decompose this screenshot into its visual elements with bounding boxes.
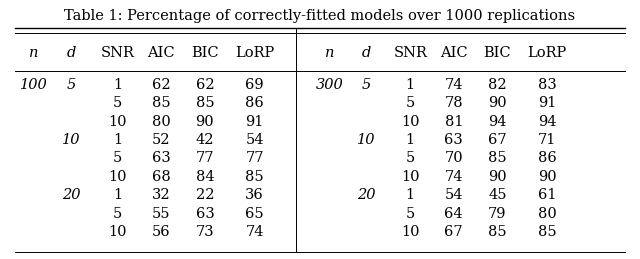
- Text: 81: 81: [445, 114, 463, 128]
- Text: 10: 10: [401, 114, 419, 128]
- Text: SNR: SNR: [393, 46, 427, 60]
- Text: 69: 69: [245, 78, 264, 92]
- Text: 54: 54: [245, 133, 264, 147]
- Text: 74: 74: [245, 225, 264, 239]
- Text: 77: 77: [196, 152, 214, 166]
- Text: BIC: BIC: [191, 46, 219, 60]
- Text: 52: 52: [152, 133, 171, 147]
- Text: 80: 80: [538, 207, 556, 221]
- Text: 86: 86: [245, 96, 264, 110]
- Text: 62: 62: [152, 78, 171, 92]
- Text: 5: 5: [406, 96, 415, 110]
- Text: 65: 65: [245, 207, 264, 221]
- Text: 91: 91: [246, 114, 264, 128]
- Text: SNR: SNR: [101, 46, 135, 60]
- Text: AIC: AIC: [148, 46, 175, 60]
- Text: 22: 22: [196, 188, 214, 202]
- Text: LoRP: LoRP: [527, 46, 566, 60]
- Text: 20: 20: [62, 188, 81, 202]
- Text: BIC: BIC: [483, 46, 511, 60]
- Text: 77: 77: [245, 152, 264, 166]
- Text: n: n: [324, 46, 334, 60]
- Text: 55: 55: [152, 207, 171, 221]
- Text: Table 1: Percentage of correctly-fitted models over 1000 replications: Table 1: Percentage of correctly-fitted …: [65, 9, 575, 23]
- Text: AIC: AIC: [440, 46, 468, 60]
- Text: 63: 63: [444, 133, 463, 147]
- Text: 36: 36: [245, 188, 264, 202]
- Text: 85: 85: [245, 170, 264, 184]
- Text: 90: 90: [488, 96, 507, 110]
- Text: d: d: [362, 46, 371, 60]
- Text: 91: 91: [538, 96, 556, 110]
- Text: 84: 84: [196, 170, 214, 184]
- Text: 86: 86: [538, 152, 556, 166]
- Text: 70: 70: [444, 152, 463, 166]
- Text: 85: 85: [488, 225, 507, 239]
- Text: 85: 85: [488, 152, 507, 166]
- Text: 74: 74: [445, 170, 463, 184]
- Text: 85: 85: [152, 96, 171, 110]
- Text: 80: 80: [152, 114, 171, 128]
- Text: 1: 1: [406, 188, 415, 202]
- Text: 10: 10: [109, 170, 127, 184]
- Text: 85: 85: [538, 225, 556, 239]
- Text: 94: 94: [488, 114, 506, 128]
- Text: 56: 56: [152, 225, 171, 239]
- Text: 63: 63: [152, 152, 171, 166]
- Text: 94: 94: [538, 114, 556, 128]
- Text: 64: 64: [444, 207, 463, 221]
- Text: 5: 5: [113, 207, 122, 221]
- Text: 300: 300: [316, 78, 343, 92]
- Text: 10: 10: [357, 133, 376, 147]
- Text: 10: 10: [109, 114, 127, 128]
- Text: 82: 82: [488, 78, 507, 92]
- Text: LoRP: LoRP: [235, 46, 275, 60]
- Text: 10: 10: [62, 133, 81, 147]
- Text: 85: 85: [196, 96, 214, 110]
- Text: 5: 5: [67, 78, 76, 92]
- Text: 63: 63: [196, 207, 214, 221]
- Text: d: d: [67, 46, 76, 60]
- Text: 68: 68: [152, 170, 171, 184]
- Text: 5: 5: [113, 152, 122, 166]
- Text: n: n: [29, 46, 38, 60]
- Text: 5: 5: [113, 96, 122, 110]
- Text: 74: 74: [445, 78, 463, 92]
- Text: 5: 5: [362, 78, 371, 92]
- Text: 10: 10: [401, 225, 419, 239]
- Text: 42: 42: [196, 133, 214, 147]
- Text: 90: 90: [488, 170, 507, 184]
- Text: 32: 32: [152, 188, 171, 202]
- Text: 73: 73: [196, 225, 214, 239]
- Text: 79: 79: [488, 207, 506, 221]
- Text: 10: 10: [401, 170, 419, 184]
- Text: 45: 45: [488, 188, 506, 202]
- Text: 61: 61: [538, 188, 556, 202]
- Text: 54: 54: [445, 188, 463, 202]
- Text: 90: 90: [538, 170, 556, 184]
- Text: 78: 78: [444, 96, 463, 110]
- Text: 20: 20: [357, 188, 376, 202]
- Text: 100: 100: [20, 78, 48, 92]
- Text: 67: 67: [488, 133, 507, 147]
- Text: 1: 1: [113, 78, 122, 92]
- Text: 71: 71: [538, 133, 556, 147]
- Text: 1: 1: [113, 133, 122, 147]
- Text: 1: 1: [406, 133, 415, 147]
- Text: 1: 1: [113, 188, 122, 202]
- Text: 67: 67: [444, 225, 463, 239]
- Text: 90: 90: [196, 114, 214, 128]
- Text: 83: 83: [538, 78, 556, 92]
- Text: 5: 5: [406, 152, 415, 166]
- Text: 10: 10: [109, 225, 127, 239]
- Text: 5: 5: [406, 207, 415, 221]
- Text: 1: 1: [406, 78, 415, 92]
- Text: 62: 62: [196, 78, 214, 92]
